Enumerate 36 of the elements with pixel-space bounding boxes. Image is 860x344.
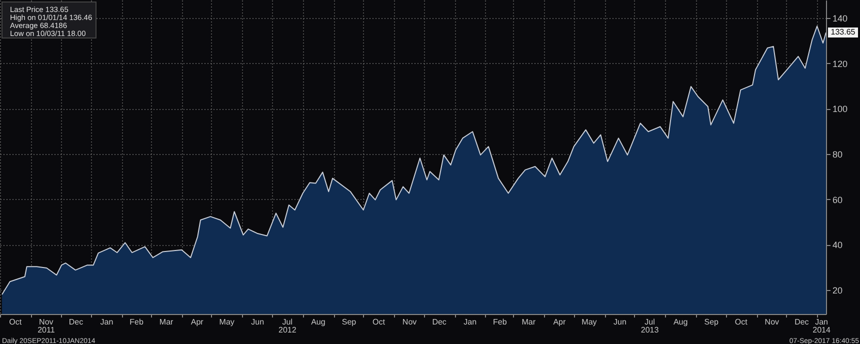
x-tick-label: Jan 2014	[812, 318, 831, 334]
y-tick-label: 140	[832, 14, 848, 24]
x-tick-label: Jun	[251, 318, 264, 326]
y-tick-label: 100	[832, 104, 848, 114]
y-tick-label: 40	[832, 240, 843, 250]
x-tick-label: Oct	[9, 318, 22, 326]
x-tick-label: Mar	[159, 318, 174, 326]
x-tick-label: Nov	[402, 318, 417, 326]
x-tick-label: Oct	[734, 318, 748, 326]
x-tick-label: Jul 2012	[278, 318, 297, 334]
x-tick-label: Dec	[68, 318, 84, 326]
annotation: 133.65	[830, 28, 856, 37]
x-tick-label: Feb	[492, 318, 508, 326]
x-tick-label: Sep	[342, 318, 357, 326]
x-tick-label: May	[219, 318, 234, 326]
x-tick-label: Nov 2011	[38, 318, 56, 334]
y-tick-label: 120	[832, 58, 848, 69]
x-tick-label: Aug	[311, 318, 326, 326]
x-tick-label: Feb	[130, 318, 144, 326]
x-tick-label: Apr	[190, 318, 204, 326]
x-tick-label: Dec	[432, 318, 446, 326]
x-tick-label: Jan	[100, 318, 114, 326]
x-tick-label: Jun	[614, 318, 626, 326]
y-tick-label: 60	[832, 194, 843, 205]
x-tick-label: Dec	[794, 318, 809, 326]
y-tick-label: 80	[832, 150, 843, 160]
x-tick-label: Mar	[522, 318, 536, 326]
x-tick-label: Jul 2013	[640, 318, 660, 334]
x-tick-label: Jan	[464, 318, 477, 326]
x-tick-label: Apr	[553, 318, 566, 326]
x-tick-label: Aug	[673, 318, 688, 326]
x-tick-label: Oct	[372, 318, 386, 326]
x-tick-label: Nov	[764, 318, 780, 326]
x-tick-label: May	[582, 318, 597, 326]
x-tick-label: Sep	[704, 318, 720, 326]
y-tick-label: 20	[832, 285, 843, 296]
